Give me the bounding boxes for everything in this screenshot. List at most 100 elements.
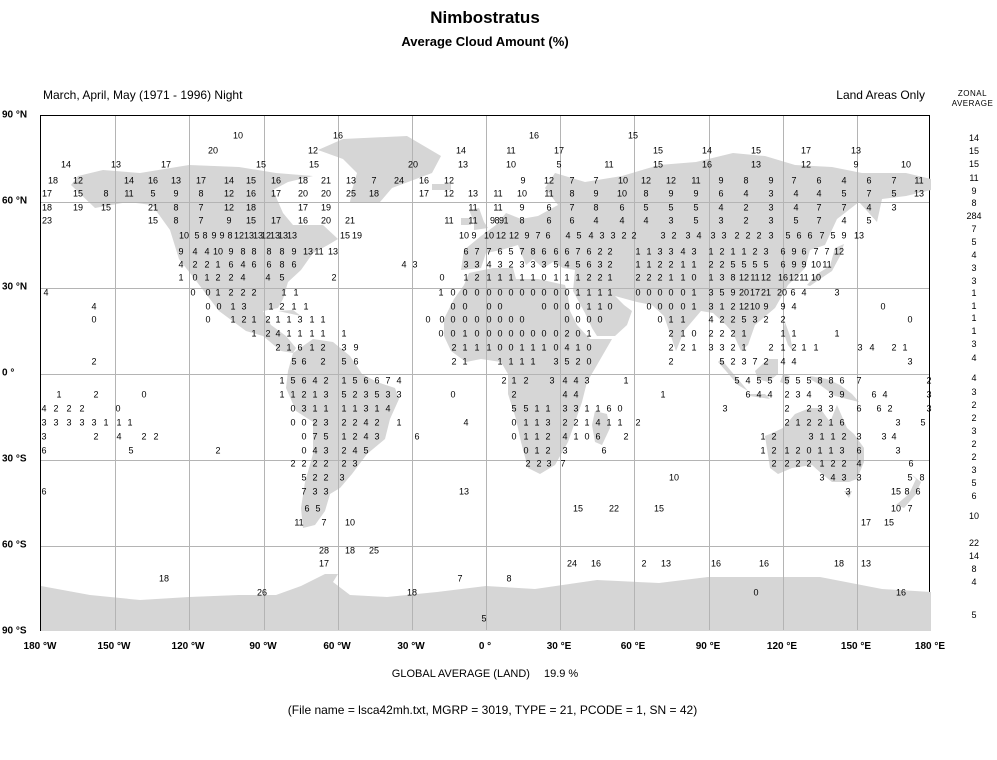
map-value: 1 [462,328,468,339]
map-value: 1 [780,342,786,353]
map-value: 3 [710,230,716,241]
map-value: 2 [374,417,380,428]
map-value: 8 [266,246,272,257]
map-value: 3 [668,215,674,226]
map-value: 2 [657,272,663,283]
map-value: 6 [856,403,862,414]
map-value: 7 [856,375,862,386]
map-value: 16 [590,558,602,569]
map-value: 5 [315,503,321,514]
zonal-average-value: 5 [971,610,977,620]
map-value: 4 [791,356,797,367]
map-value: 5 [279,272,285,283]
map-value: 1 [902,342,908,353]
map-value: 22 [608,503,620,514]
map-value: 3 [926,389,932,400]
map-value: 1 [309,342,315,353]
map-value: 1 [586,328,592,339]
map-value: 21 [760,287,772,298]
map-value: 0 [607,301,613,312]
lon-tick-label: 0 ° [478,641,492,652]
map-value: 1 [828,417,834,428]
map-value: 4 [562,389,568,400]
map-value: 3 [599,230,605,241]
map-value: 1 [230,314,236,325]
map-value: 7 [385,375,391,386]
map-value: 4 [801,287,807,298]
map-value: 16 [777,272,789,283]
map-value: 2 [708,259,714,270]
zonal-average-value: 11 [969,173,979,183]
map-value: 2 [756,230,762,241]
map-value: 5 [128,445,134,456]
map-value: 4 [91,301,97,312]
map-value: 3 [768,188,774,199]
map-value: 9 [768,175,774,186]
map-value: 10 [900,159,912,170]
map-value: 12 [233,230,245,241]
map-value: 3 [926,403,932,414]
zonal-average-value: 14 [968,551,980,561]
lon-tick-label: 60 °W [323,641,351,652]
map-value: 1 [795,417,801,428]
map-value: 2 [251,287,257,298]
map-value: 21 [320,175,332,186]
map-value: 1 [680,259,686,270]
map-value: 0 [301,445,307,456]
map-value: 5 [784,375,790,386]
lon-tick-label: 180 °E [914,641,946,652]
map-value: 8 [202,230,208,241]
map-value: 14 [455,145,467,156]
map-value: 2 [641,558,647,569]
lon-tick-label: 30 °W [397,641,425,652]
map-value: 16 [528,130,540,141]
map-value: 9 [520,175,526,186]
map-value: 6 [291,259,297,270]
map-value: 13 [457,159,469,170]
map-value: 3 [562,403,568,414]
map-value: 2 [228,287,234,298]
map-value: 4 [41,403,47,414]
map-value: 0 [511,431,517,442]
map-value: 0 [91,314,97,325]
island-java [748,394,770,399]
map-value: 3 [721,230,727,241]
zonal-average-value: 1 [971,313,977,323]
map-value: 21 [147,202,159,213]
map-value: 0 [205,301,211,312]
map-value: 3 [722,403,728,414]
map-value: 4 [240,259,246,270]
map-value: 6 [304,503,310,514]
map-value: 1 [635,246,641,257]
map-value: 12 [833,246,845,257]
map-value: 6 [297,342,303,353]
map-value: 10 [749,301,761,312]
map-value: 0 [635,287,641,298]
map-value: 7 [198,215,204,226]
map-value: 4 [43,287,49,298]
map-value: 12 [223,188,235,199]
map-value: 4 [565,230,571,241]
map-value: 3 [323,389,329,400]
map-value: 2 [817,417,823,428]
map-value: 6 [363,375,369,386]
map-value: 16 [758,558,770,569]
map-value: 3 [241,301,247,312]
map-value: 1 [575,342,581,353]
map-value: 1 [801,342,807,353]
map-value: 0 [657,314,663,325]
map-value: 1 [607,272,613,283]
map-value: 15 [245,215,257,226]
map-value: 2 [545,445,551,456]
map-value: 5 [556,159,562,170]
map-value: 2 [784,458,790,469]
map-value: 10 [344,517,356,528]
map-value: 2 [784,403,790,414]
map-value: 2 [312,458,318,469]
map-value: 4 [562,375,568,386]
map-value: 17 [553,145,565,156]
map-value: 2 [451,342,457,353]
map-value: 1 [691,342,697,353]
map-value: 28 [318,545,330,556]
map-value: 7 [841,202,847,213]
